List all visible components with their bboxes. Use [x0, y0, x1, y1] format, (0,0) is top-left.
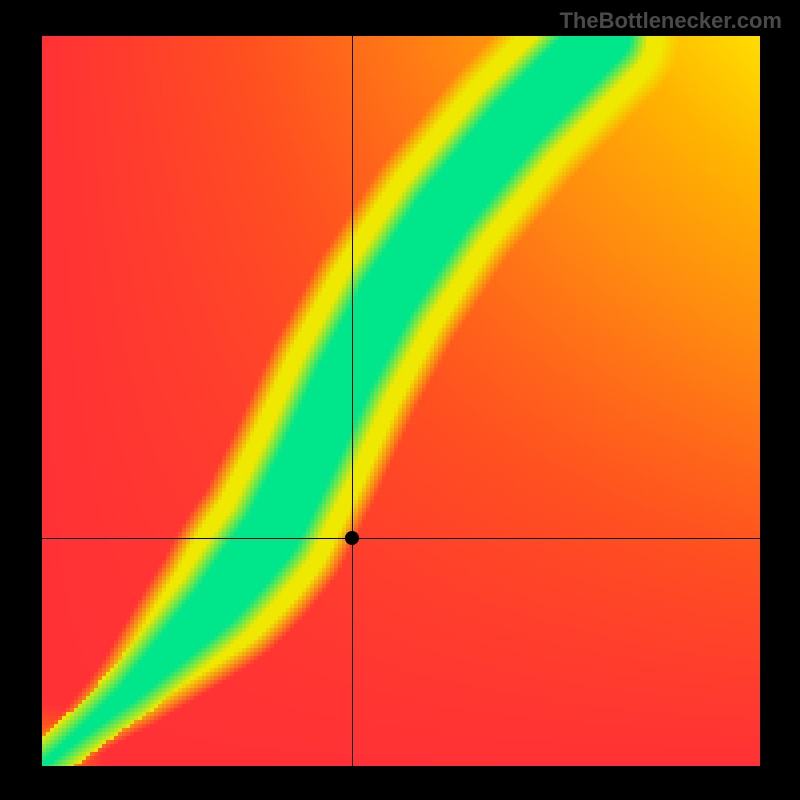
- optimal-band-canvas: [42, 36, 760, 766]
- watermark-text: TheBottlenecker.com: [559, 8, 782, 33]
- chart-container: TheBottlenecker.com: [0, 0, 800, 800]
- watermark: TheBottlenecker.com: [559, 8, 782, 34]
- crosshair-vertical: [352, 36, 353, 766]
- crosshair-horizontal: [42, 538, 760, 539]
- plot-area: [42, 36, 760, 766]
- data-point-marker: [345, 531, 359, 545]
